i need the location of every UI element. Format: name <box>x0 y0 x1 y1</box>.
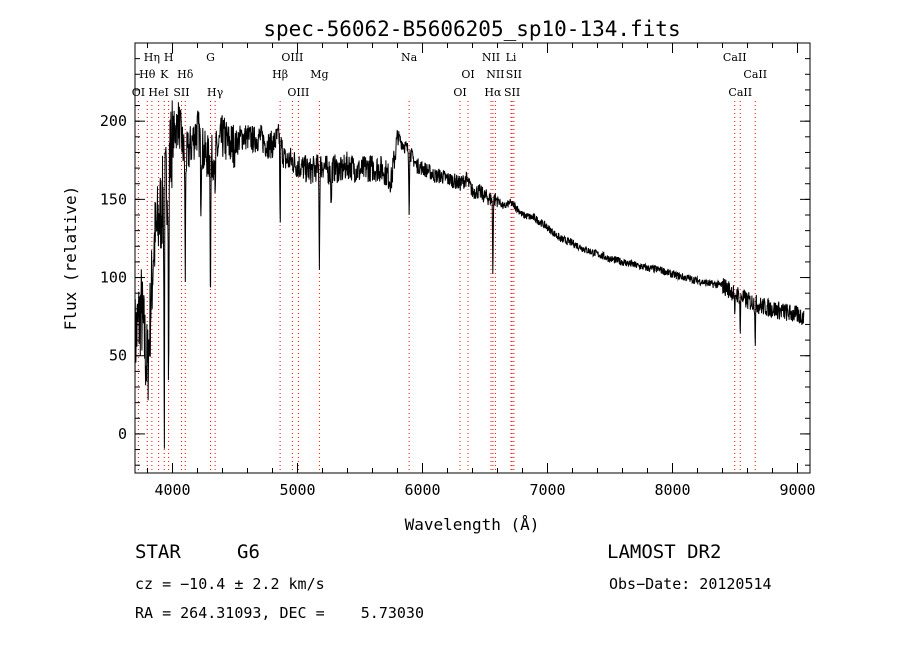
line-label: Hθ <box>139 68 156 81</box>
x-tick-label: 6000 <box>404 481 440 499</box>
line-label: Li <box>506 51 517 64</box>
line-label: OI <box>132 86 145 99</box>
line-label: K <box>160 68 169 81</box>
line-label: SII <box>173 86 189 99</box>
x-tick-label: 4000 <box>154 481 190 499</box>
line-label: NII <box>482 51 500 64</box>
line-label: CaII <box>728 86 752 99</box>
line-label: Hα <box>484 86 502 99</box>
line-label: CaII <box>743 68 767 81</box>
line-label: HeI <box>148 86 168 99</box>
line-label: H <box>164 51 174 64</box>
obs-date: Obs−Date: 20120514 <box>609 575 772 593</box>
line-label: CaII <box>723 51 747 64</box>
x-axis-label: Wavelength (Å) <box>405 515 540 534</box>
y-tick-label: 50 <box>109 347 127 365</box>
line-label: OIII <box>287 86 309 99</box>
line-label: Hη <box>144 51 160 64</box>
y-tick-label: 100 <box>100 269 127 287</box>
x-tick-label: 8000 <box>654 481 690 499</box>
ra-dec: RA = 264.31093, DEC = 5.73030 <box>135 604 424 622</box>
line-label: OI <box>461 68 474 81</box>
chart-title: spec-56062-B5606205_sp10-134.fits <box>263 17 680 41</box>
x-tick-label: 9000 <box>779 481 815 499</box>
line-label: SII <box>504 86 520 99</box>
line-label: NII <box>486 68 504 81</box>
line-label: Hβ <box>272 68 288 81</box>
line-label: Mg <box>310 68 328 81</box>
line-label: OIII <box>281 51 303 64</box>
y-tick-label: 0 <box>118 425 127 443</box>
x-tick-label: 5000 <box>279 481 315 499</box>
object-subclass: G6 <box>237 541 260 563</box>
y-tick-label: 150 <box>100 190 127 208</box>
line-label: SII <box>506 68 522 81</box>
spectrum-chart: spec-56062-B5606205_sp10-134.fits OI Hθ Hη… <box>61 17 816 534</box>
cz-value: cz = −10.4 ± 2.2 km/s <box>135 575 325 593</box>
plot-area: OIHθHηHeIKHSIIHδGHγHβOIIIOIIIMgNaOIOINII… <box>100 42 816 499</box>
line-label: OI <box>453 86 466 99</box>
survey-name: LAMOST DR2 <box>607 541 722 563</box>
line-label: G <box>206 51 215 64</box>
y-tick-label: 200 <box>100 112 127 130</box>
line-label: Hδ <box>177 68 194 81</box>
object-class: STAR <box>135 541 181 563</box>
x-tick-label: 7000 <box>529 481 565 499</box>
plot-frame <box>134 42 811 474</box>
y-axis-label: Flux (relative) <box>61 186 80 331</box>
line-label: Na <box>401 51 418 64</box>
line-label: Hγ <box>207 86 224 99</box>
spectrum-line <box>134 100 805 449</box>
